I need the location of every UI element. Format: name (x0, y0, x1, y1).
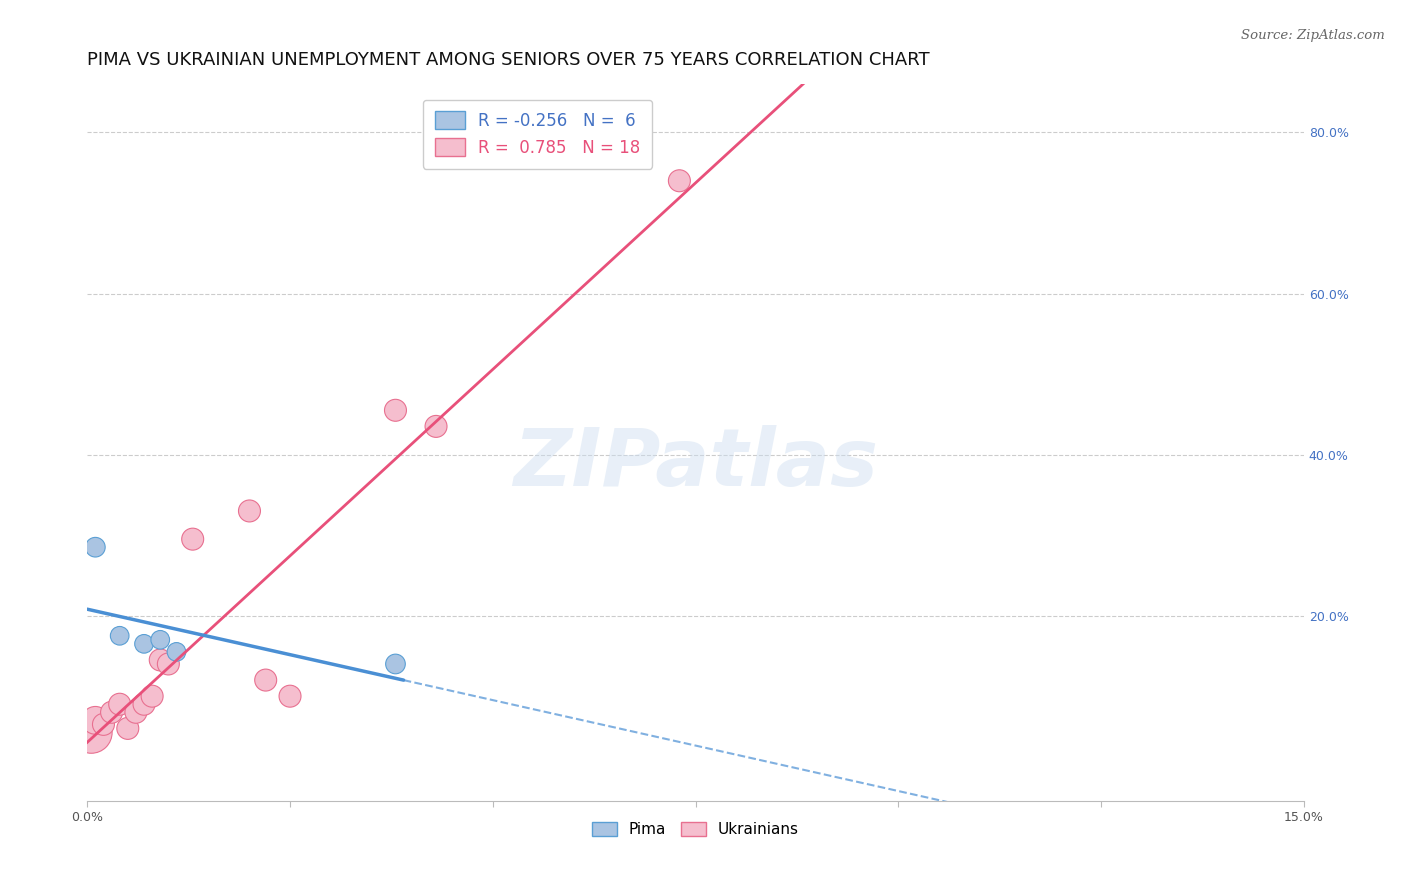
Point (166, 645, 188, 659)
Point (125, 706, 148, 720)
Point (278, 689, 301, 703)
Point (238, 504, 260, 518)
Point (181, 532, 204, 546)
Point (425, 419, 447, 434)
Point (108, 629, 131, 643)
Point (84, 540, 107, 554)
Point (93, 717, 115, 731)
Point (132, 698, 155, 712)
Text: ZIPatlas: ZIPatlas (513, 425, 879, 503)
Text: Source: ZipAtlas.com: Source: ZipAtlas.com (1241, 29, 1385, 42)
Point (100, 706, 122, 720)
Point (117, 722, 139, 736)
Point (80, 725, 103, 739)
Legend: Pima, Ukrainians: Pima, Ukrainians (586, 816, 806, 844)
Point (384, 403, 406, 417)
Point (141, 689, 163, 703)
Point (157, 657, 180, 671)
Point (149, 653, 172, 667)
Point (84, 714, 107, 728)
Point (149, 632, 172, 647)
Point (384, 657, 406, 671)
Point (132, 637, 155, 651)
Point (668, 174, 690, 188)
Point (108, 698, 131, 712)
Point (254, 673, 277, 687)
Text: PIMA VS UKRAINIAN UNEMPLOYMENT AMONG SENIORS OVER 75 YEARS CORRELATION CHART: PIMA VS UKRAINIAN UNEMPLOYMENT AMONG SEN… (87, 51, 929, 69)
